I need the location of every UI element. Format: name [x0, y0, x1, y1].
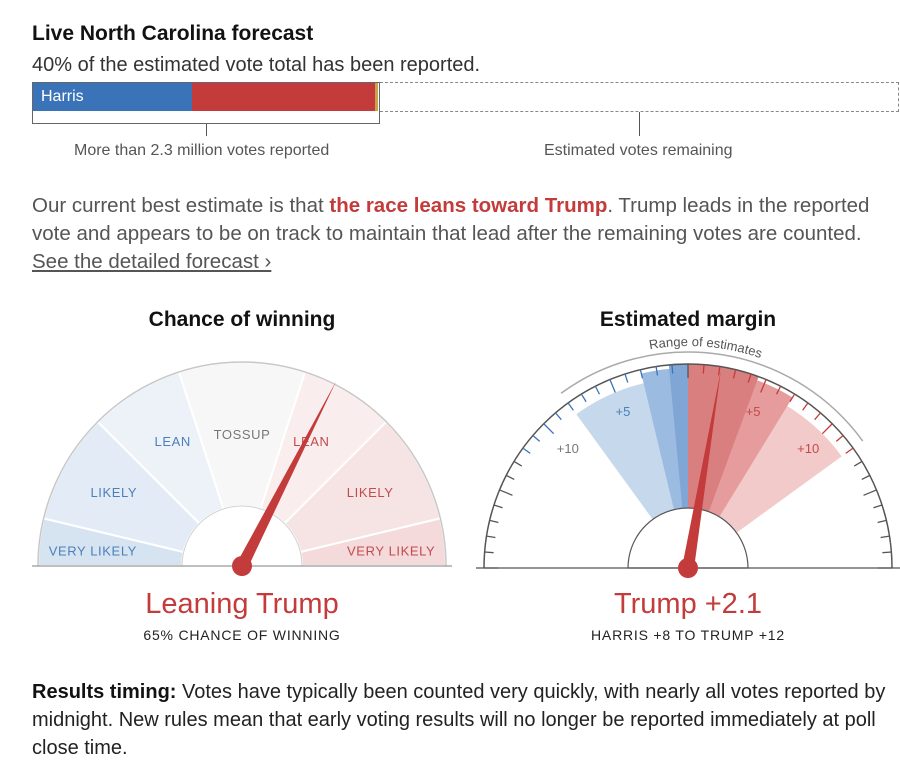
other-bar-segment: [375, 83, 378, 111]
chance-inner-hub: [181, 505, 303, 567]
chance-result-sub: 65% CHANCE OF WINNING: [143, 627, 341, 643]
margin-tick: [845, 447, 854, 454]
margin-tick: [880, 535, 890, 539]
margin-tick: [717, 366, 721, 376]
chance-zone-label: LIKELY: [347, 485, 394, 500]
margin-tick-label: +5: [746, 404, 761, 419]
margin-tick: [802, 402, 809, 411]
chance-title: Chance of winning: [148, 308, 336, 331]
chance-zone-label: LIKELY: [90, 485, 137, 500]
forecast-summary: Our current best estimate is that the ra…: [32, 192, 892, 276]
margin-gauge: +10 +5 +5 +10 Range of estimates: [476, 334, 900, 578]
margin-band-harris: [668, 364, 688, 509]
margin-tick: [555, 412, 562, 421]
margin-result: Trump +2.1: [613, 588, 763, 620]
margin-tick: [814, 412, 821, 421]
chance-result: Leaning Trump: [145, 588, 339, 620]
margin-tick: [609, 379, 616, 393]
reported-votes-label: More than 2.3 million votes reported: [74, 142, 330, 159]
margin-tick: [747, 373, 752, 383]
margin-tick-label: +10: [797, 441, 819, 456]
remaining-tick: [639, 112, 640, 136]
margin-tick: [853, 460, 863, 467]
margin-tick: [624, 373, 629, 383]
chance-zone-label: TOSSUP: [214, 427, 271, 442]
chance-zone-label: VERY LIKELY: [347, 543, 435, 558]
margin-tick: [671, 364, 674, 374]
margin-tick: [639, 369, 644, 379]
margin-tick: [489, 519, 499, 524]
page-subtitle: 40% of the estimated vote total has been…: [32, 54, 481, 76]
margin-tick: [655, 366, 659, 376]
summary-suffix: . Trump leads in the reported vote and a…: [32, 194, 870, 245]
margin-tick: [580, 393, 587, 403]
chance-zone-label: LEAN: [293, 434, 329, 449]
margin-tick: [499, 489, 513, 496]
margin-tick: [522, 447, 531, 454]
chance-outer-arc: [37, 361, 447, 567]
reported-vote-bar: Harris: [32, 82, 380, 124]
margin-tick: [702, 364, 705, 374]
reported-vote-fill: Harris: [33, 83, 378, 111]
results-timing-text: Votes have typically been counted very q…: [32, 681, 886, 759]
margin-tick: [493, 504, 503, 509]
harris-bar-label: Harris: [41, 88, 84, 105]
margin-needle: [682, 370, 721, 569]
results-timing-label: Results timing:: [32, 681, 177, 703]
chance-needle-hub: [232, 556, 252, 576]
reported-tick: [206, 124, 207, 136]
margin-tick: [863, 489, 877, 496]
margin-tick: [882, 551, 892, 554]
margin-result-sub: HARRIS +8 TO TRUMP +12: [591, 627, 785, 643]
summary-prefix: Our current best estimate is that: [32, 194, 330, 217]
detailed-forecast-link[interactable]: See the detailed forecast ›: [32, 250, 272, 273]
margin-range-arc: [560, 351, 864, 442]
remaining-votes-label: Estimated votes remaining: [544, 142, 733, 159]
margin-tick: [789, 393, 796, 403]
chance-zone-label: VERY LIKELY: [49, 543, 137, 558]
margin-tick: [877, 519, 887, 524]
margin-tick: [760, 379, 767, 393]
page-title: Live North Carolina forecast: [32, 22, 314, 45]
margin-tick: [861, 474, 871, 481]
margin-tick: [732, 369, 737, 379]
margin-tick: [567, 402, 574, 411]
margin-needle-hub: [678, 558, 698, 578]
trump-bar-segment: [192, 83, 375, 111]
margin-range-label-path: Range of estimates: [648, 334, 765, 361]
margin-tick: [484, 551, 494, 554]
margin-title: Estimated margin: [599, 308, 777, 331]
margin-tick-label: +5: [616, 404, 631, 419]
margin-tick: [775, 385, 782, 395]
margin-tick: [505, 474, 515, 481]
margin-tick-label: +10: [557, 441, 579, 456]
remaining-vote-bar: [380, 82, 899, 112]
margin-range-label: Range of estimates: [648, 334, 765, 361]
margin-tick: [873, 504, 883, 509]
margin-tick: [486, 535, 496, 539]
margin-tick: [513, 460, 523, 467]
chance-needle: [236, 380, 337, 569]
harris-bar-segment: Harris: [33, 83, 192, 111]
chance-zone-label: LEAN: [154, 434, 190, 449]
chance-gauge: VERY LIKELY LIKELY LEAN TOSSUP LEAN LIKELY VER…: [32, 361, 452, 576]
margin-tick: [594, 385, 601, 395]
margin-tick: [821, 423, 833, 435]
margin-tick: [532, 435, 541, 442]
margin-tick: [835, 435, 844, 442]
results-timing: Results timing: Votes have typically bee…: [32, 678, 892, 762]
summary-highlight: the race leans toward Trump: [329, 194, 608, 217]
margin-tick: [543, 423, 555, 435]
